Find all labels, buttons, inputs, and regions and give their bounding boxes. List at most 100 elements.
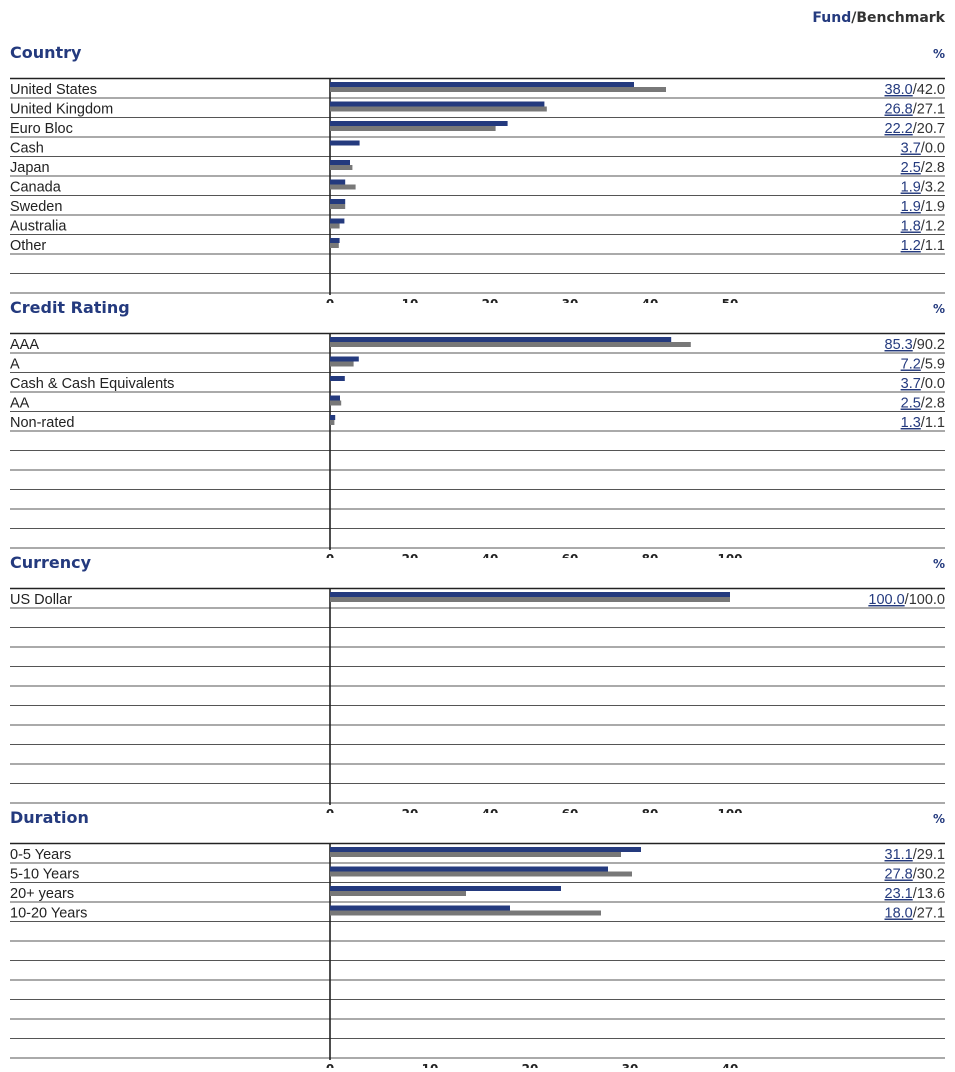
value-label: 26.8/27.1	[885, 102, 946, 118]
value-label: 22.2/20.7	[885, 121, 946, 137]
benchmark-value: 3.2	[925, 180, 945, 196]
category-label: Other	[10, 238, 46, 254]
fund-bar	[330, 218, 345, 224]
benchmark-bar	[330, 891, 466, 896]
country-title: Country	[10, 43, 82, 62]
value-separator: /	[913, 847, 918, 863]
benchmark-bar	[330, 223, 340, 229]
benchmark-bar	[330, 871, 632, 877]
value-label: 1.3/1.1	[901, 415, 945, 431]
fund-value: 3.7	[901, 141, 921, 157]
value-label: 1.8/1.2	[901, 219, 945, 235]
fund-bar	[330, 238, 340, 243]
benchmark-value: 100.0	[909, 592, 945, 608]
benchmark-bar	[330, 204, 346, 209]
fund-bar	[330, 415, 336, 420]
fund-value: 1.9	[901, 180, 921, 196]
fund-bar	[330, 82, 634, 87]
category-label: 10-20 Years	[10, 906, 87, 922]
credit-rating-title: Credit Rating	[10, 298, 130, 317]
country-percent-label: %	[932, 47, 945, 61]
axis-tick-label: 0	[326, 297, 334, 303]
fund-value: 38.0	[885, 82, 913, 98]
category-label: US Dollar	[10, 592, 72, 608]
benchmark-bar	[330, 165, 353, 170]
category-label: Cash & Cash Equivalents	[10, 376, 174, 392]
fund-bar	[330, 140, 360, 146]
fund-bar	[330, 592, 730, 597]
category-label: Australia	[10, 219, 67, 235]
currency-title: Currency	[10, 553, 92, 572]
value-separator: /	[921, 160, 926, 176]
axis-tick-label: 60	[562, 807, 579, 813]
category-label: Japan	[10, 160, 50, 176]
fund-value: 1.3	[901, 415, 921, 431]
value-label: 1.2/1.1	[901, 238, 945, 254]
value-separator: /	[921, 376, 926, 392]
benchmark-value: 1.2	[925, 219, 945, 235]
benchmark-bar	[330, 852, 621, 857]
benchmark-bar	[330, 910, 601, 916]
category-label: AAA	[10, 337, 39, 353]
benchmark-value: 1.9	[925, 199, 945, 215]
currency-percent-label: %	[932, 557, 945, 571]
value-label: 85.3/90.2	[885, 337, 946, 353]
value-label: 2.5/2.8	[901, 396, 945, 412]
value-label: 2.5/2.8	[901, 160, 945, 176]
value-separator: /	[913, 102, 918, 118]
fund-value: 2.5	[901, 396, 921, 412]
credit-rating-section: Credit Rating % AAA 85.3/90.2 A 7.2/5.9 Cash…	[0, 298, 955, 558]
benchmark-value: 5.9	[925, 357, 945, 373]
value-label: 1.9/3.2	[901, 180, 945, 196]
currency-chart: US Dollar 100.0/100.0 0 20 40 60 80 100	[10, 587, 945, 813]
fund-bar	[330, 866, 608, 872]
value-label: 18.0/27.1	[885, 906, 946, 922]
benchmark-value: 20.7	[917, 121, 945, 137]
fund-bar	[330, 337, 672, 342]
category-label: AA	[10, 396, 30, 412]
duration-percent-label: %	[932, 812, 945, 826]
value-label: 27.8/30.2	[885, 867, 946, 883]
duration-section: Duration % 0-5 Years 31.1/29.1 5-10 Years 2…	[0, 808, 955, 1072]
benchmark-bar	[330, 184, 356, 190]
benchmark-bar	[330, 400, 342, 406]
fund-bar	[330, 179, 346, 185]
axis-tick-label: 20	[522, 1062, 539, 1068]
benchmark-bar	[330, 342, 691, 347]
value-separator: /	[913, 867, 918, 883]
value-separator: /	[921, 357, 926, 373]
category-label: Sweden	[10, 199, 62, 215]
country-section: Country % United States 38.0/42.0 United K…	[0, 43, 955, 303]
duration-title: Duration	[10, 808, 89, 827]
value-label: 31.1/29.1	[885, 847, 946, 863]
axis-tick-label: 0	[326, 807, 334, 813]
fund-value: 27.8	[885, 867, 913, 883]
axis-tick-label: 30	[622, 1062, 639, 1068]
fund-value: 18.0	[885, 906, 913, 922]
value-separator: /	[921, 238, 926, 254]
fund-bar	[330, 199, 346, 204]
axis-tick-label: 40	[722, 1062, 739, 1068]
fund-bar	[330, 395, 340, 401]
fund-value: 31.1	[885, 847, 913, 863]
axis-tick-label: 100	[717, 807, 742, 813]
category-label: Non-rated	[10, 415, 74, 431]
fund-value: 2.5	[901, 160, 921, 176]
benchmark-value: 42.0	[917, 82, 945, 98]
value-label: 3.7/0.0	[901, 376, 945, 392]
fund-bar	[330, 847, 641, 852]
legend-separator: /	[851, 10, 857, 26]
benchmark-bar	[330, 126, 496, 131]
benchmark-bar	[330, 87, 666, 92]
fund-value: 23.1	[885, 886, 913, 902]
fund-value: 1.2	[901, 238, 921, 254]
benchmark-value: 2.8	[925, 396, 945, 412]
value-separator: /	[921, 219, 926, 235]
axis-tick-label: 10	[402, 297, 419, 303]
axis-tick-label: 60	[562, 552, 579, 558]
axis-tick-label: 40	[642, 297, 659, 303]
legend-fund-label: Fund	[812, 10, 852, 26]
fund-bar	[330, 356, 359, 362]
category-label: Canada	[10, 180, 62, 196]
